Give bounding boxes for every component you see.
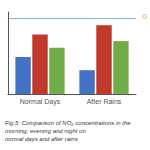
svg-text:0: 0 xyxy=(143,12,148,21)
svg-text:morning, evening and night on: morning, evening and night on xyxy=(5,128,86,134)
svg-text:Normal Days: Normal Days xyxy=(20,98,61,106)
svg-text:After Rains: After Rains xyxy=(87,98,122,105)
svg-text:Fig.5: Comparison of NO₂ conce: Fig.5: Comparison of NO₂ concentrations … xyxy=(5,120,132,126)
svg-text:normal days and after rains: normal days and after rains xyxy=(5,136,78,142)
